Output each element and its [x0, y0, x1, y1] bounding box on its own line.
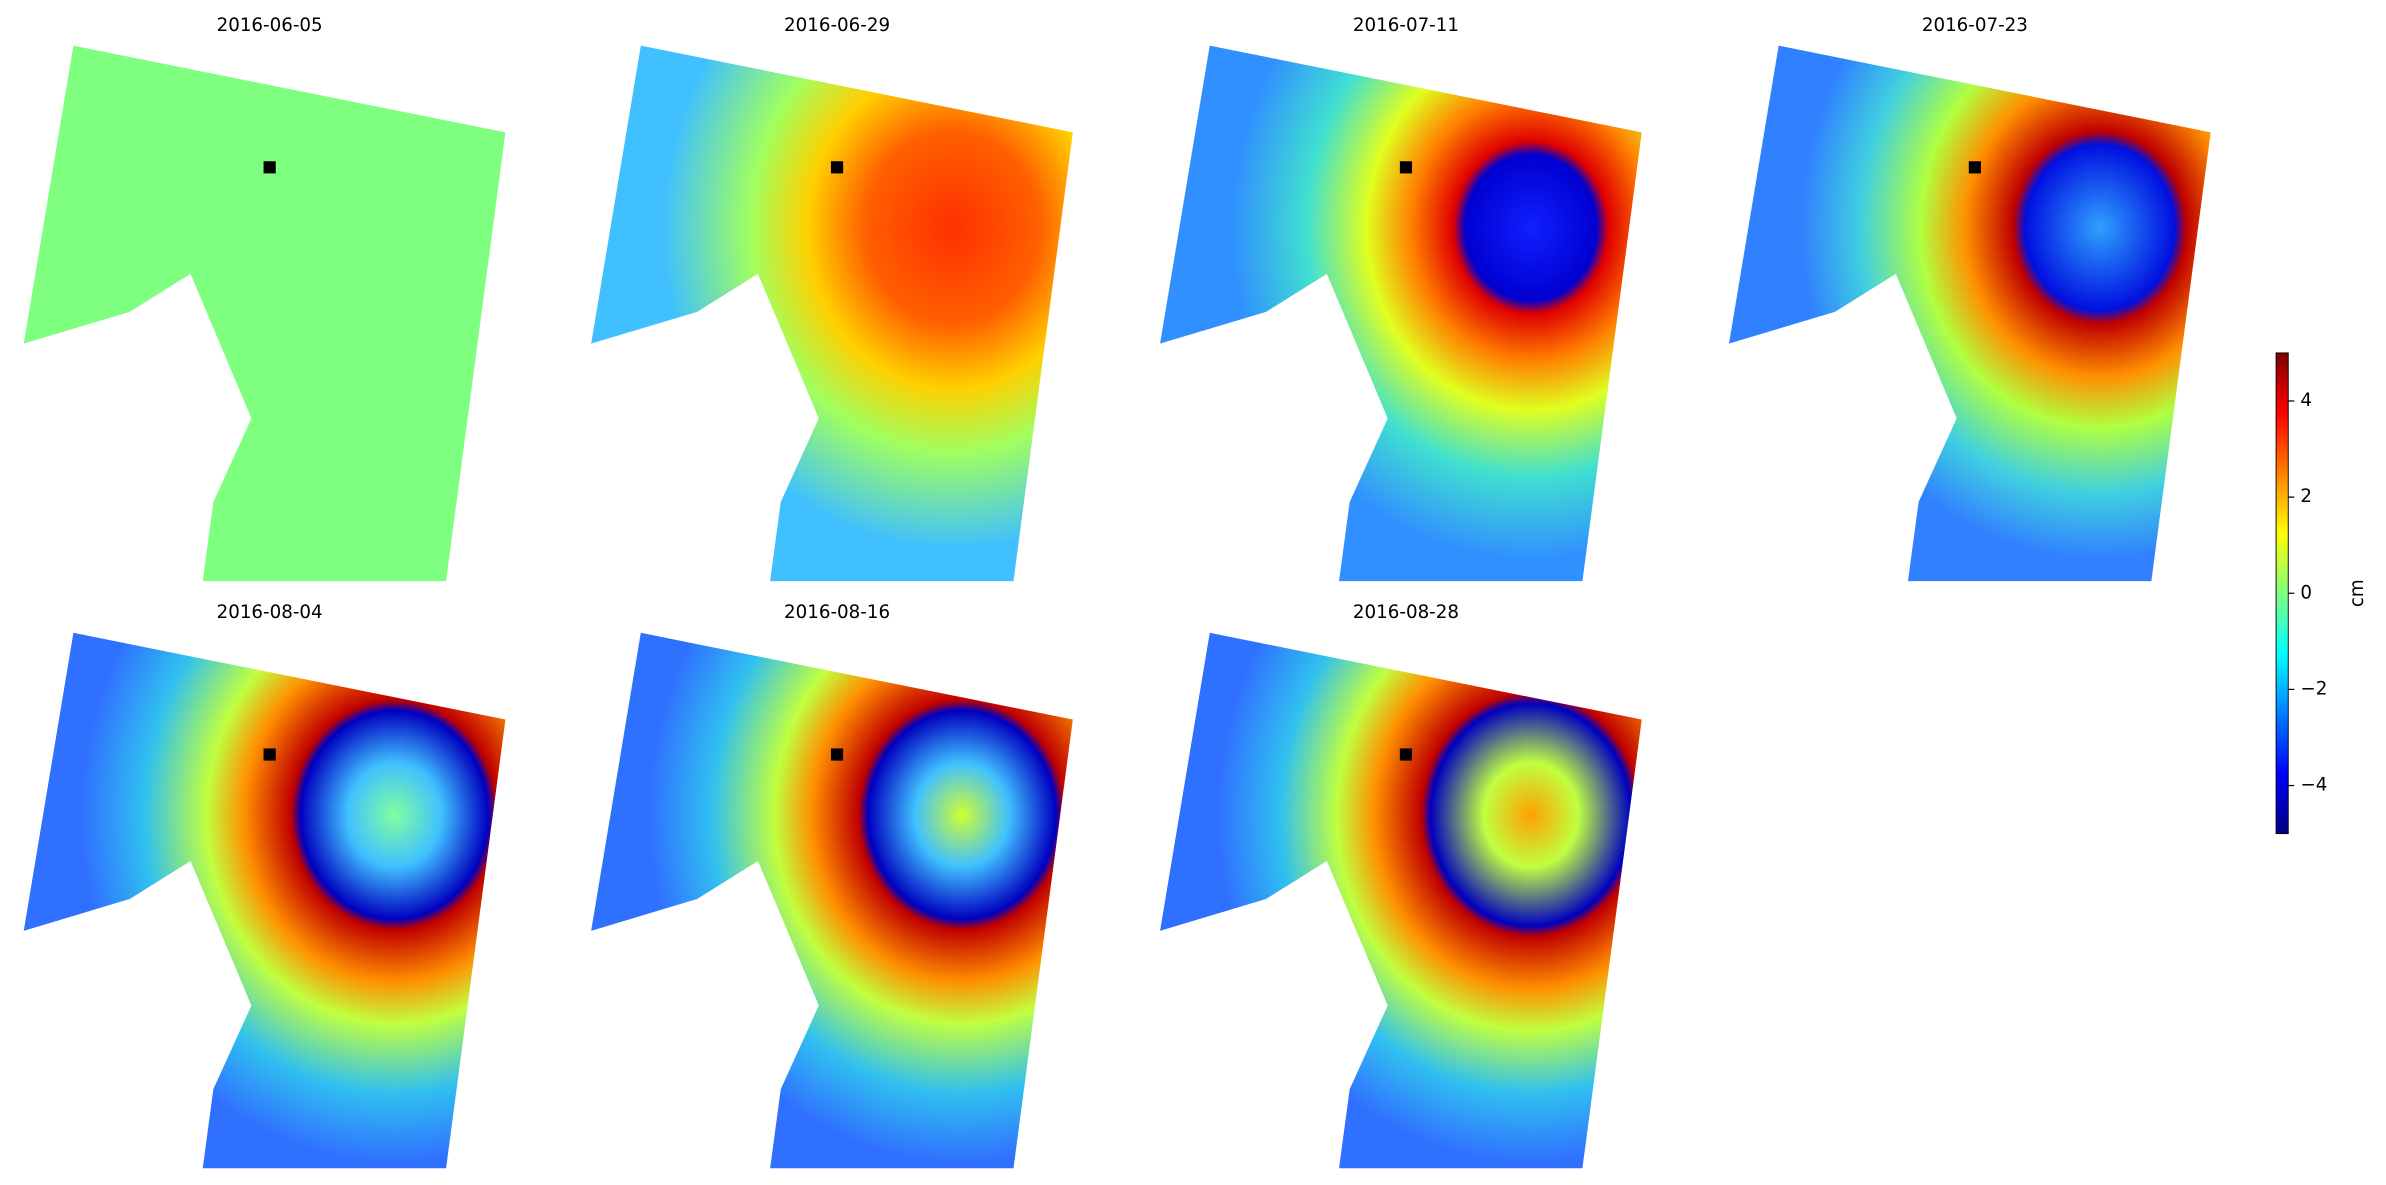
- mask: [1159, 273, 1388, 582]
- colorbar-label: cm: [2347, 579, 2368, 607]
- colorbar-tick-label: 2: [2300, 486, 2312, 507]
- colorbar-tick-label: −4: [2300, 775, 2327, 796]
- panel-title: 2016-08-04: [217, 602, 323, 623]
- reference-point: [263, 748, 276, 761]
- reference-point: [1399, 161, 1413, 174]
- colorbar-tick-label: 4: [2300, 390, 2312, 411]
- panel-title: 2016-08-28: [1353, 602, 1459, 623]
- colorbar: [2275, 352, 2289, 835]
- reference-point: [1968, 161, 1981, 174]
- mask: [1728, 273, 1957, 582]
- panel-title: 2016-06-29: [784, 15, 890, 36]
- reference-point: [263, 161, 276, 174]
- reference-point: [830, 161, 844, 174]
- panel-title: 2016-07-23: [1922, 15, 2028, 36]
- colorbar-tick-label: 0: [2300, 582, 2312, 603]
- reference-point: [1399, 748, 1413, 761]
- reference-point: [830, 748, 844, 761]
- mask: [23, 273, 252, 582]
- mask: [590, 273, 819, 582]
- mask: [23, 860, 252, 1169]
- colorbar-tick-label: −2: [2300, 678, 2327, 699]
- mask: [1159, 860, 1388, 1169]
- panel-title: 2016-08-16: [784, 602, 890, 623]
- mask: [590, 860, 819, 1169]
- panel-title: 2016-07-11: [1353, 15, 1459, 36]
- panel-title: 2016-06-05: [217, 15, 323, 36]
